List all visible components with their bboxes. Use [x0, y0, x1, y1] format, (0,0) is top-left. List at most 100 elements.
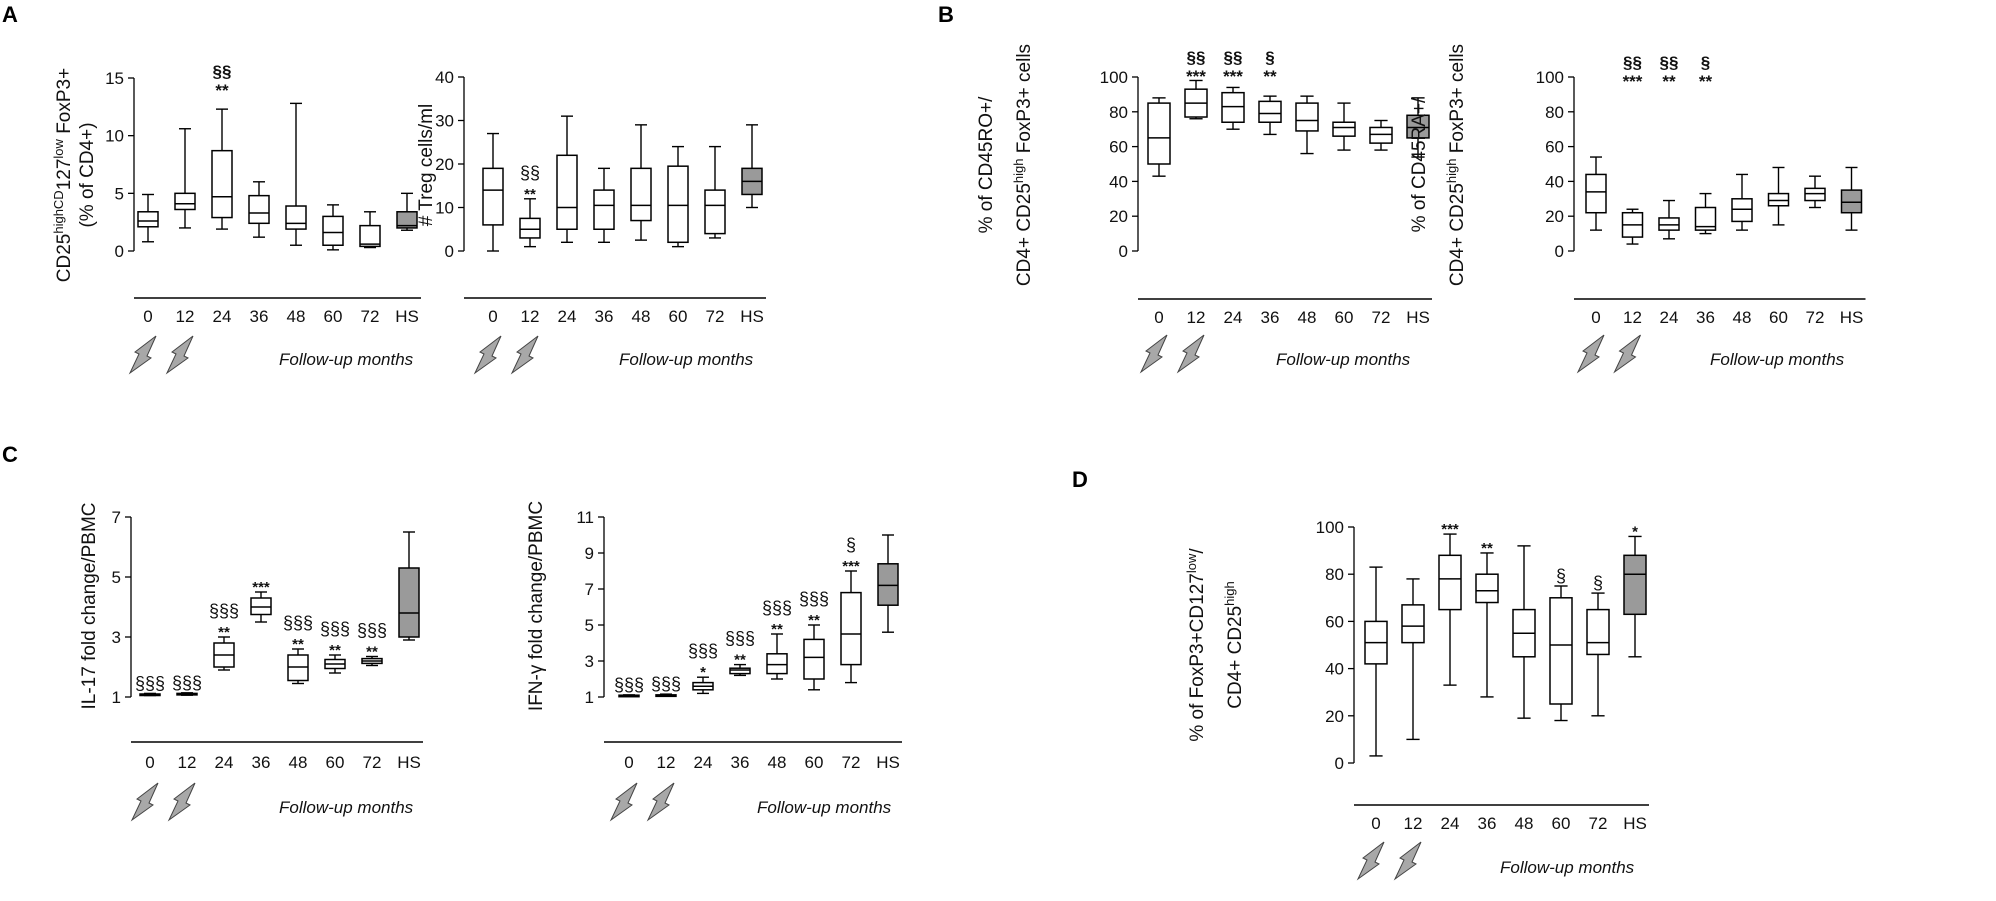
box-36 — [1475, 552, 1499, 698]
box-36 — [729, 663, 751, 677]
y-tick-label: 40 — [1545, 172, 1564, 191]
asterisk-significance: * — [700, 664, 706, 681]
box-60 — [324, 654, 346, 674]
panel-label-d: D — [1072, 467, 1088, 492]
box-iqr — [1258, 100, 1282, 123]
x-tick-label: HS — [1406, 308, 1430, 327]
chart-d1: 0 20 40 60 80 100 0 12 24 36 48 60 72 HS Follow-up mon… — [1184, 518, 1649, 881]
x-tick-label: 60 — [324, 307, 343, 326]
asterisk-significance: ** — [1662, 72, 1676, 91]
x-tick-label: 36 — [731, 753, 750, 772]
y-tick-label: 0 — [445, 242, 454, 261]
section-sign-significance: §§§ — [172, 673, 202, 693]
x-tick-label: 36 — [1261, 308, 1280, 327]
box-60 — [1549, 585, 1573, 722]
lightning-bolt-icon — [646, 782, 675, 822]
y-tick-label: 10 — [105, 127, 124, 146]
box-iqr — [1586, 608, 1610, 656]
x-tick-label: HS — [740, 307, 764, 326]
section-sign-significance: § — [846, 535, 856, 555]
asterisk-significance: ** — [771, 621, 783, 638]
box-48 — [1731, 173, 1753, 231]
x-tick-label: 60 — [326, 753, 345, 772]
x-tick-label: 48 — [632, 307, 651, 326]
x-tick-label: 0 — [143, 307, 152, 326]
box-48 — [287, 648, 309, 685]
box-HS — [1623, 535, 1647, 658]
box-60 — [322, 204, 344, 251]
section-sign-significance: § — [1556, 566, 1566, 586]
chart-b1: 0 20 40 60 80 100 0 12 24 36 48 60 72 HS Follow-up mon… — [976, 44, 1432, 374]
section-sign-significance: §§§ — [614, 675, 644, 695]
y-tick-label: 80 — [1109, 103, 1128, 122]
y-tick-label: 5 — [115, 184, 124, 203]
asterisk-significance: *** — [1186, 67, 1206, 86]
y-tick-label: 1 — [112, 688, 121, 707]
x-tick-label: 24 — [213, 307, 232, 326]
panel-label-a: A — [2, 2, 18, 27]
x-tick-label: HS — [1840, 308, 1864, 327]
x-tick-label: 36 — [250, 307, 269, 326]
x-tick-label: 12 — [1623, 308, 1642, 327]
x-axis-label: Follow-up months — [757, 798, 892, 817]
y-tick-label: 5 — [112, 568, 121, 587]
asterisk-significance: ** — [734, 652, 746, 669]
y-tick-label: 40 — [1109, 172, 1128, 191]
box-iqr — [556, 154, 578, 230]
y-tick-label: 1 — [585, 688, 594, 707]
x-tick-label: 36 — [1696, 308, 1715, 327]
box-36 — [1694, 192, 1717, 235]
box-HS — [398, 531, 420, 641]
x-tick-label: 0 — [1371, 814, 1380, 833]
box-36 — [1258, 95, 1282, 136]
box-iqr — [1804, 187, 1826, 202]
box-60 — [1767, 166, 1790, 226]
box-iqr — [667, 165, 689, 244]
box-iqr — [593, 189, 615, 231]
y-tick-label: 7 — [112, 508, 121, 527]
box-36 — [593, 167, 615, 244]
lightning-bolt-icon — [1139, 334, 1168, 374]
box-0 — [618, 694, 640, 698]
x-tick-label: 24 — [1660, 308, 1679, 327]
x-tick-label: 24 — [558, 307, 577, 326]
box-0 — [137, 193, 159, 243]
y-axis-label: CD25highCD127low FoxP3+ — [51, 68, 76, 282]
x-tick-label: 12 — [521, 307, 540, 326]
x-axis-label: Follow-up months — [279, 350, 414, 369]
lightning-bolt-icon — [1176, 334, 1205, 374]
y-tick-label: 60 — [1109, 138, 1128, 157]
box-iqr — [840, 591, 862, 666]
box-iqr — [519, 217, 541, 239]
asterisk-significance: ** — [1699, 72, 1713, 91]
box-iqr — [1475, 573, 1499, 604]
box-iqr — [359, 224, 381, 248]
box-48 — [1295, 95, 1319, 155]
x-tick-label: 72 — [1589, 814, 1608, 833]
x-tick-label: 60 — [669, 307, 688, 326]
x-tick-label: 48 — [768, 753, 787, 772]
y-tick-label: 40 — [435, 68, 454, 87]
box-iqr — [1585, 173, 1607, 214]
x-tick-label: 24 — [1224, 308, 1243, 327]
section-sign-significance: §§ — [213, 62, 232, 81]
box-48 — [285, 102, 307, 246]
box-60 — [803, 624, 825, 691]
x-tick-label: 12 — [1404, 814, 1423, 833]
lightning-bolt-icon — [510, 335, 539, 375]
box-72 — [361, 655, 383, 667]
y-tick-label: 3 — [585, 652, 594, 671]
asterisk-significance: ** — [329, 642, 341, 659]
asterisk-significance: * — [1632, 523, 1638, 540]
box-48 — [1512, 545, 1536, 719]
box-0 — [1364, 566, 1388, 757]
x-axis-label: Follow-up months — [1500, 858, 1635, 877]
section-sign-significance: §§§ — [688, 641, 718, 661]
box-iqr — [1731, 198, 1753, 223]
y-tick-label: 3 — [112, 628, 121, 647]
x-tick-label: 72 — [361, 307, 380, 326]
box-iqr — [1332, 121, 1356, 137]
chart-a1: 0 5 10 15 0 12 24 36 48 60 72 HS Follow-up months CD2… — [51, 62, 421, 375]
